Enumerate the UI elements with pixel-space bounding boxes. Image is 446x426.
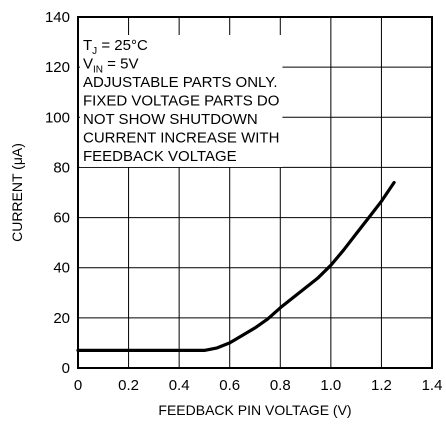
annotation-line: NOT SHOW SHUTDOWN [83,111,258,128]
annotation-text-rest: = 25°C [97,37,148,54]
plot-frame [77,16,433,369]
x-tick-label: 0 [74,377,82,394]
annotation-line: FEEDBACK VOLTAGE [83,148,237,165]
annotation-subscript: IN [93,65,103,76]
x-axis-label: FEEDBACK PIN VOLTAGE (V) [158,402,351,418]
annotation-subscript: J [92,46,97,57]
annotation-line: TJ = 25°C [83,37,148,57]
annotation-line: ADJUSTABLE PARTS ONLY. [83,74,278,91]
annotation-text: ADJUSTABLE PARTS ONLY. [83,74,278,91]
annotation-text: FIXED VOLTAGE PARTS DO [83,93,279,110]
series-line [76,180,396,352]
y-tick-label: 20 [53,310,70,327]
annotation-line: FIXED VOLTAGE PARTS DO [83,93,279,110]
y-tick-label: 0 [62,360,70,377]
annotation-text: T [83,37,92,54]
annotation-line: VIN = 5V [83,56,138,76]
y-tick-label: 60 [53,210,70,227]
y-tick-label: 100 [45,109,70,126]
x-tick-label: 1.2 [371,377,392,394]
annotation-line: CURRENT INCREASE WITH [83,130,279,147]
x-tick-label: 0.2 [118,377,139,394]
annotation-text: FEEDBACK VOLTAGE [83,148,237,165]
x-tick-label: 1.4 [422,377,443,394]
x-tick-labels: 0 0.2 0.4 0.6 0.8 1.0 1.2 1.4 [74,377,443,394]
annotation-text: V [83,56,93,73]
annotation-text-rest: = 5V [103,56,138,73]
y-tick-labels: 0 20 40 60 80 100 120 140 [45,9,70,377]
y-tick-label: 40 [53,260,70,277]
y-tick-label: 80 [53,159,70,176]
x-tick-label: 0.4 [169,377,190,394]
annotation-text: CURRENT INCREASE WITH [83,130,279,147]
x-tick-label: 1.0 [320,377,341,394]
x-tick-label: 0.6 [219,377,240,394]
annotation-background [80,35,283,167]
y-tick-label: 140 [45,9,70,26]
y-tick-label: 120 [45,59,70,76]
x-tick-label: 0.8 [270,377,291,394]
y-axis-label: CURRENT (μA) [9,143,25,242]
annotation-text: NOT SHOW SHUTDOWN [83,111,258,128]
